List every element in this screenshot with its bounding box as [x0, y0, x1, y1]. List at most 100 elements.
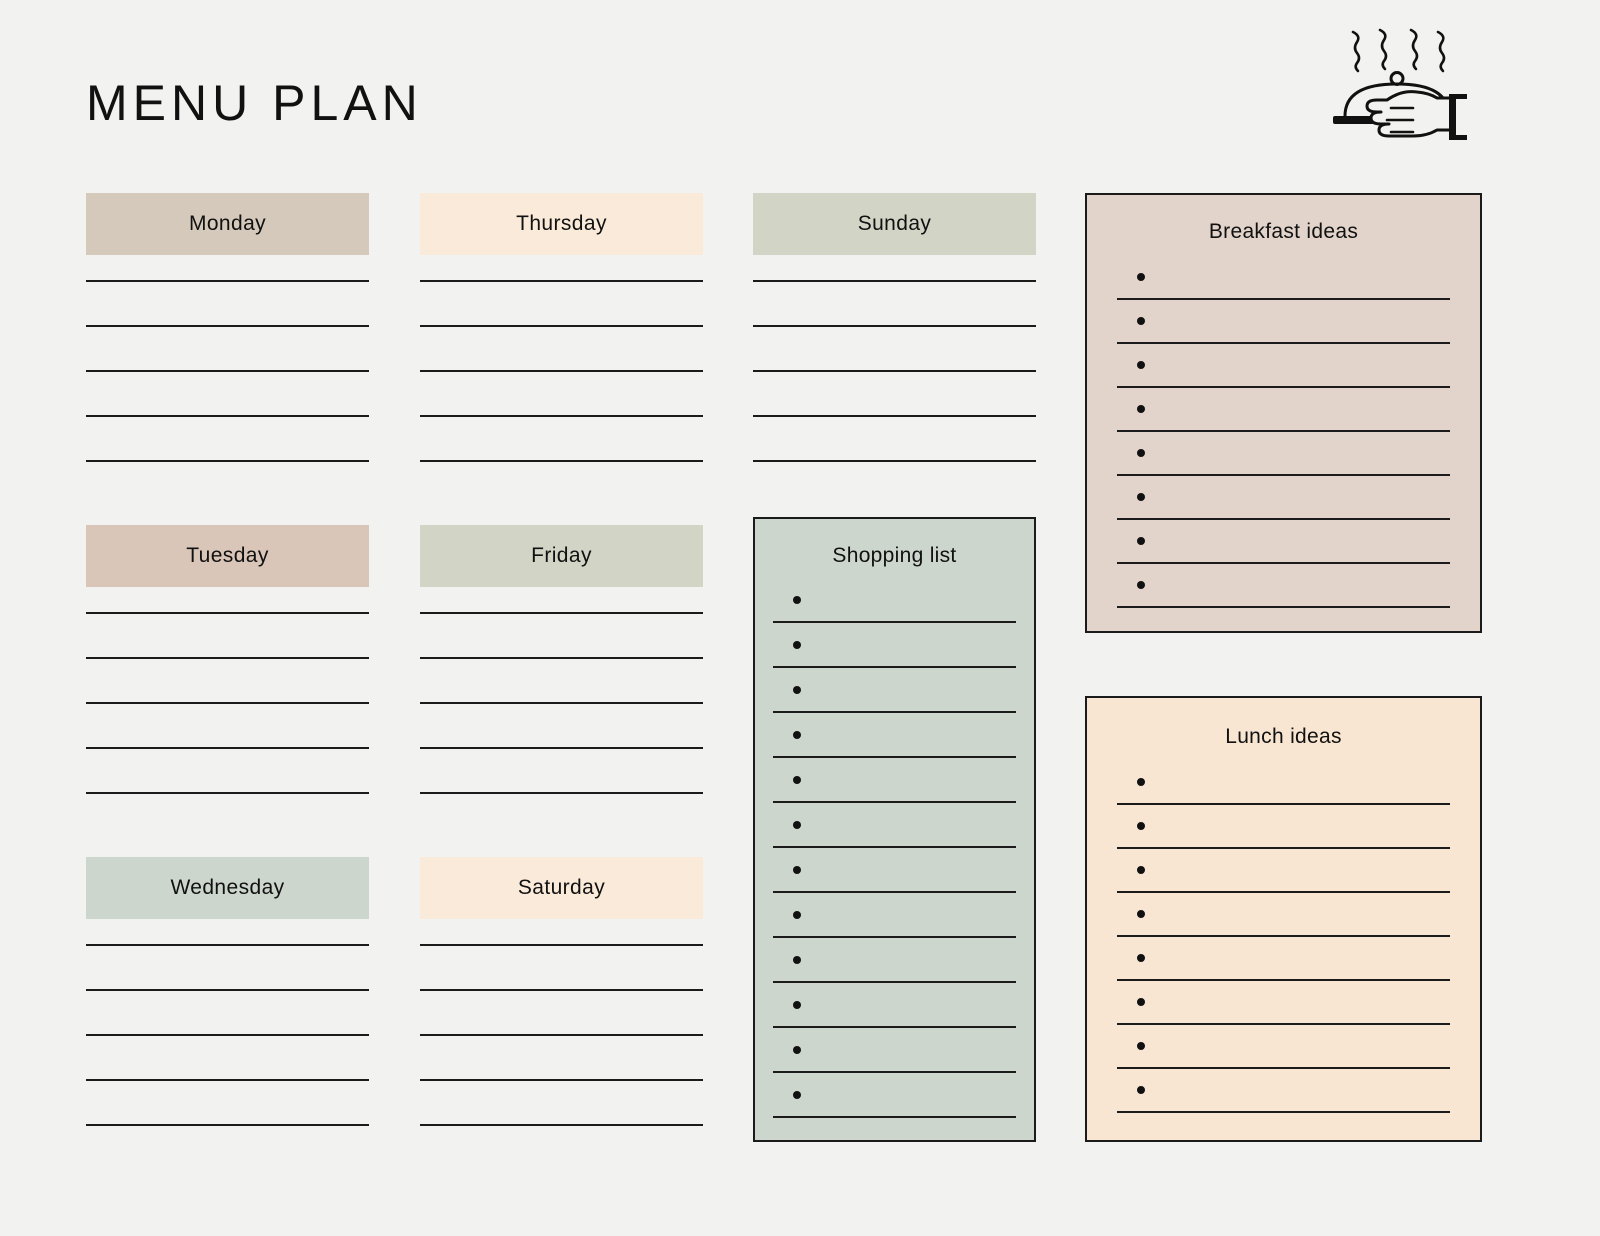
day-lines-monday	[86, 280, 369, 462]
writing-line[interactable]	[420, 370, 703, 372]
bullet-icon	[1137, 361, 1145, 369]
day-lines-sunday	[753, 280, 1036, 462]
list-item[interactable]	[1117, 761, 1450, 805]
list-item[interactable]	[773, 848, 1016, 893]
list-item[interactable]	[1117, 300, 1450, 344]
list-item[interactable]	[1117, 476, 1450, 520]
writing-line[interactable]	[86, 612, 369, 614]
day-header-friday[interactable]: Friday	[420, 525, 703, 587]
writing-line[interactable]	[86, 747, 369, 749]
bullet-icon	[793, 955, 801, 964]
list-item[interactable]	[1117, 937, 1450, 981]
page-title: MENU PLAN	[86, 75, 423, 131]
bullet-icon	[1137, 1086, 1145, 1094]
writing-line[interactable]	[86, 657, 369, 659]
list-item[interactable]	[1117, 344, 1450, 388]
writing-line[interactable]	[420, 989, 703, 991]
list-item[interactable]	[1117, 849, 1450, 893]
writing-line[interactable]	[420, 1079, 703, 1081]
breakfast-ideas-panel[interactable]: Breakfast ideas	[1085, 193, 1482, 633]
day-block-saturday[interactable]: Saturday	[420, 857, 703, 1126]
bullet-icon	[1137, 405, 1145, 413]
list-item[interactable]	[773, 713, 1016, 758]
writing-line[interactable]	[420, 747, 703, 749]
writing-line[interactable]	[420, 702, 703, 704]
bullet-icon	[793, 1000, 801, 1009]
list-item[interactable]	[1117, 564, 1450, 608]
writing-line[interactable]	[86, 944, 369, 946]
day-header-thursday[interactable]: Thursday	[420, 193, 703, 255]
lunch-ideas-title: Lunch ideas	[1225, 725, 1342, 748]
list-item[interactable]	[1117, 1069, 1450, 1113]
writing-line[interactable]	[86, 415, 369, 417]
writing-line[interactable]	[420, 325, 703, 327]
day-block-tuesday[interactable]: Tuesday	[86, 525, 369, 794]
day-block-monday[interactable]: Monday	[86, 193, 369, 462]
day-block-sunday[interactable]: Sunday	[753, 193, 1036, 462]
day-header-wednesday[interactable]: Wednesday	[86, 857, 369, 919]
bullet-icon	[1137, 537, 1145, 545]
day-block-wednesday[interactable]: Wednesday	[86, 857, 369, 1126]
day-header-tuesday[interactable]: Tuesday	[86, 525, 369, 587]
bullet-icon	[793, 640, 801, 649]
lunch-ideas-panel[interactable]: Lunch ideas	[1085, 696, 1482, 1142]
writing-line[interactable]	[753, 370, 1036, 372]
bullet-icon	[1137, 317, 1145, 325]
list-item[interactable]	[773, 803, 1016, 848]
bullet-icon	[1137, 581, 1145, 589]
list-item[interactable]	[1117, 893, 1450, 937]
bullet-icon	[793, 1090, 801, 1099]
writing-line[interactable]	[86, 702, 369, 704]
writing-line[interactable]	[420, 280, 703, 282]
writing-line[interactable]	[420, 415, 703, 417]
bullet-icon	[793, 730, 801, 739]
writing-line[interactable]	[753, 460, 1036, 462]
list-item[interactable]	[773, 938, 1016, 983]
writing-line[interactable]	[86, 1034, 369, 1036]
list-item[interactable]	[773, 1028, 1016, 1073]
list-item[interactable]	[1117, 520, 1450, 564]
list-item[interactable]	[1117, 388, 1450, 432]
bullet-icon	[793, 1045, 801, 1054]
writing-line[interactable]	[86, 370, 369, 372]
day-header-saturday[interactable]: Saturday	[420, 857, 703, 919]
list-item[interactable]	[773, 983, 1016, 1028]
day-block-thursday[interactable]: Thursday	[420, 193, 703, 462]
bullet-icon	[1137, 998, 1145, 1006]
breakfast-ideas-title: Breakfast ideas	[1208, 220, 1359, 243]
writing-line[interactable]	[420, 657, 703, 659]
list-item[interactable]	[773, 1073, 1016, 1118]
list-item[interactable]	[1117, 432, 1450, 476]
writing-line[interactable]	[86, 1079, 369, 1081]
writing-line[interactable]	[420, 792, 703, 794]
day-header-monday[interactable]: Monday	[86, 193, 369, 255]
list-item[interactable]	[1117, 1025, 1450, 1069]
writing-line[interactable]	[753, 415, 1036, 417]
writing-line[interactable]	[86, 792, 369, 794]
shopping-list-panel[interactable]: Shopping list	[753, 517, 1036, 1142]
writing-line[interactable]	[753, 325, 1036, 327]
list-item[interactable]	[773, 578, 1016, 623]
list-item[interactable]	[773, 668, 1016, 713]
day-lines-saturday	[420, 944, 703, 1126]
day-block-friday[interactable]: Friday	[420, 525, 703, 794]
day-header-sunday[interactable]: Sunday	[753, 193, 1036, 255]
writing-line[interactable]	[420, 612, 703, 614]
writing-line[interactable]	[86, 1124, 369, 1126]
writing-line[interactable]	[753, 280, 1036, 282]
list-item[interactable]	[773, 893, 1016, 938]
list-item[interactable]	[773, 758, 1016, 803]
cloche-icon	[1325, 22, 1470, 142]
writing-line[interactable]	[420, 1124, 703, 1126]
writing-line[interactable]	[86, 989, 369, 991]
list-item[interactable]	[1117, 805, 1450, 849]
writing-line[interactable]	[420, 460, 703, 462]
writing-line[interactable]	[86, 325, 369, 327]
list-item[interactable]	[773, 623, 1016, 668]
writing-line[interactable]	[86, 280, 369, 282]
writing-line[interactable]	[420, 1034, 703, 1036]
writing-line[interactable]	[86, 460, 369, 462]
list-item[interactable]	[1117, 256, 1450, 300]
list-item[interactable]	[1117, 981, 1450, 1025]
writing-line[interactable]	[420, 944, 703, 946]
